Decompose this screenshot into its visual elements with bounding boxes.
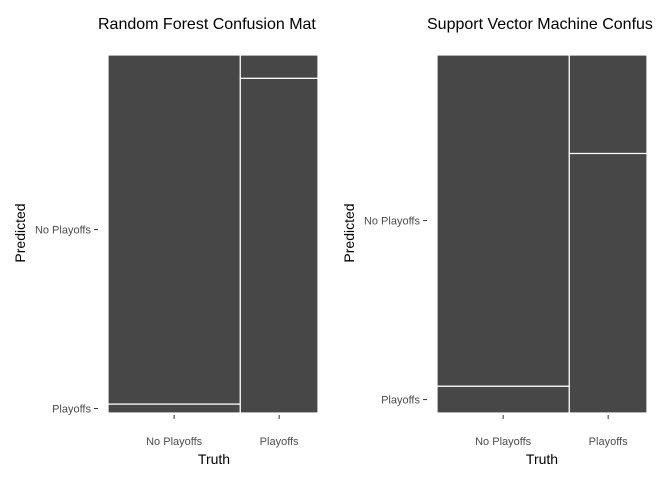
panel-1-title: Random Forest Confusion Mat [98,16,316,33]
tile-truth-playoffs-pred-playoffs [239,77,319,414]
panel-1-y-axis-title: Predicted [12,203,28,262]
tile-truth-no-playoffs-pred-playoffs [436,385,570,414]
y-tick-label: Playoffs [381,395,420,407]
panel-2-y-axis-title: Predicted [341,203,357,262]
tile-truth-no-playoffs-pred-no-playoffs [107,54,241,405]
tile-truth-no-playoffs-pred-playoffs [107,403,241,414]
panel-1-tiles [107,54,319,414]
tile-truth-no-playoffs-pred-no-playoffs [436,54,570,387]
panel-1-ticks: No Playoffs Playoffs No Playoffs Playoffs [35,225,299,448]
panel-1-x-axis-title: Truth [198,451,230,467]
y-tick-label: No Playoffs [35,225,92,237]
panel-2-x-axis-title: Truth [526,451,558,467]
panel-random-forest: Random Forest Confusion Mat Truth Predic… [12,16,319,467]
y-tick-label: No Playoffs [364,216,421,228]
y-tick-label: Playoffs [52,404,91,416]
tile-truth-playoffs-pred-playoffs [568,152,648,414]
panel-support-vector-machine: Support Vector Machine Confus Truth Pred… [341,16,653,467]
x-tick-label: No Playoffs [146,436,203,448]
tile-truth-playoffs-pred-no-playoffs [568,54,648,155]
x-tick-label: Playoffs [589,436,628,448]
x-tick-label: Playoffs [260,436,299,448]
panel-2-ticks: No Playoffs Playoffs No Playoffs Playoffs [364,216,628,448]
panel-2-title: Support Vector Machine Confus [427,16,653,33]
panel-2-tiles [436,54,648,414]
tile-truth-playoffs-pred-no-playoffs [239,54,319,79]
x-tick-label: No Playoffs [475,436,532,448]
